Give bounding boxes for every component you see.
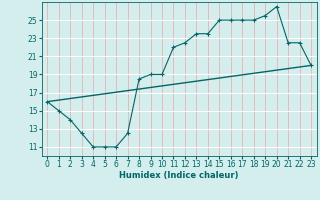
- X-axis label: Humidex (Indice chaleur): Humidex (Indice chaleur): [119, 171, 239, 180]
